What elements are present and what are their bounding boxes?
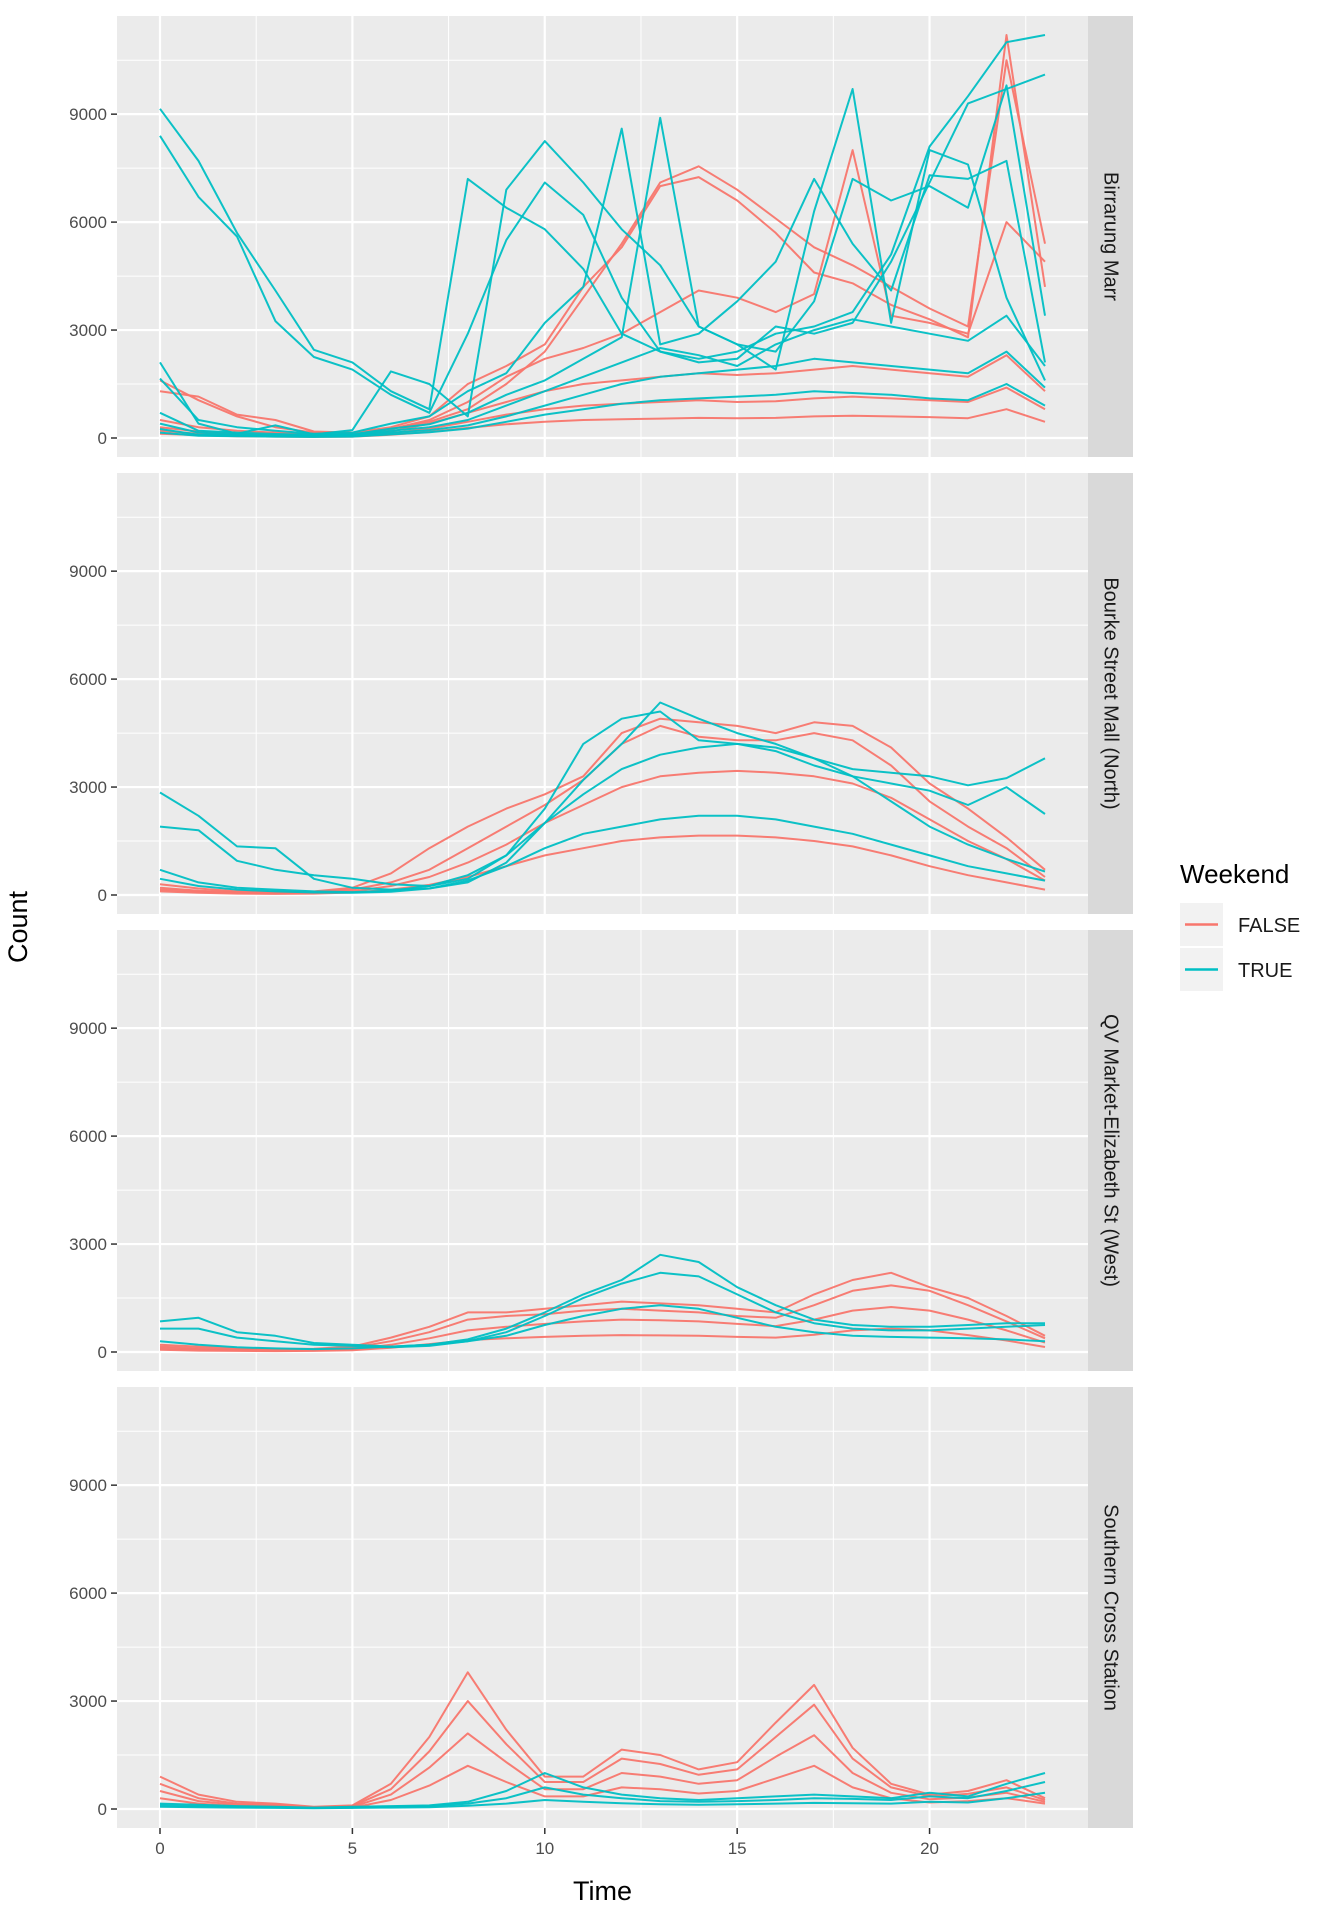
y-tick-label: 9000 (69, 1476, 107, 1495)
y-tick-label: 0 (98, 429, 107, 448)
facet-panels: 0 3000 6000 9000 Birrarung Marr 0 3000 6000 9000… (69, 16, 1133, 1828)
facet-southern-cross-station: 0 3000 6000 9000 Southern Cross Station (69, 1387, 1133, 1828)
y-tick-label: 0 (98, 1800, 107, 1819)
legend-title: Weekend (1180, 859, 1289, 889)
panel-background (117, 1387, 1088, 1828)
series-line-true (159, 34, 1046, 411)
series-line-true (160, 1271, 1046, 1349)
x-tick-label: 0 (155, 1839, 164, 1858)
facet-strip (1088, 930, 1133, 1371)
facet-strip (1088, 473, 1133, 914)
panel-background (117, 473, 1088, 914)
legend-label-true: TRUE (1238, 960, 1292, 982)
y-tick-label: 6000 (69, 1584, 107, 1603)
panel-background (117, 16, 1088, 457)
series-line-false (159, 834, 1046, 895)
facet-bourke-street-mall-north: 0 3000 6000 9000 Bourke Street Mall (North) (69, 473, 1133, 914)
x-axis: 0 5 10 15 20 (155, 1828, 939, 1858)
y-tick-label: 9000 (69, 105, 107, 124)
series-line-true (159, 1791, 1046, 1810)
series-line-true (159, 1253, 1045, 1348)
legend-label-false: FALSE (1238, 915, 1300, 937)
y-axis-title: Count (3, 890, 33, 963)
facet-strip-label: Southern Cross Station (1100, 1504, 1122, 1711)
facet-strip-label: Bourke Street Mall (North) (1100, 577, 1122, 809)
facet-birrarung-marr: 0 3000 6000 9000 Birrarung Marr (69, 16, 1133, 457)
legend: Weekend FALSE TRUE (1180, 859, 1300, 991)
facet-strip (1088, 1387, 1133, 1828)
y-tick-label: 3000 (69, 1692, 107, 1711)
panel-background (117, 930, 1088, 1371)
y-tick-label: 3000 (69, 321, 107, 340)
y-tick-label: 9000 (69, 1019, 107, 1038)
series-line-false (159, 34, 1046, 434)
series-line-false (159, 1327, 1046, 1353)
x-axis-title: Time (573, 1876, 632, 1906)
facet-qv-market-elizabeth-st-west: 0 3000 6000 9000 QV Market-Elizabeth St (Wes… (69, 930, 1133, 1371)
series-line-true (159, 814, 1046, 894)
facet-strip-label: QV Market-Elizabeth St (West) (1100, 1014, 1122, 1287)
series-line-true (159, 1304, 1046, 1351)
y-tick-label: 6000 (69, 1127, 107, 1146)
x-tick-label: 5 (348, 1839, 357, 1858)
y-tick-label: 6000 (69, 213, 107, 232)
series-line-true (159, 742, 1046, 894)
facet-strip (1088, 16, 1133, 457)
y-tick-label: 3000 (69, 778, 107, 797)
series-line-true (159, 383, 1046, 438)
y-tick-label: 0 (98, 1343, 107, 1362)
y-tick-label: 9000 (69, 562, 107, 581)
series-line-true (159, 127, 1046, 435)
x-tick-label: 15 (728, 1839, 747, 1858)
series-line-true (159, 710, 1046, 887)
y-tick-label: 0 (98, 886, 107, 905)
series-line-true (159, 73, 1046, 414)
x-tick-label: 20 (920, 1839, 939, 1858)
y-tick-label: 6000 (69, 670, 107, 689)
x-tick-label: 10 (535, 1839, 554, 1858)
facet-strip-label: Birrarung Marr (1100, 172, 1122, 301)
y-tick-label: 3000 (69, 1235, 107, 1254)
series-line-true (159, 88, 1046, 436)
